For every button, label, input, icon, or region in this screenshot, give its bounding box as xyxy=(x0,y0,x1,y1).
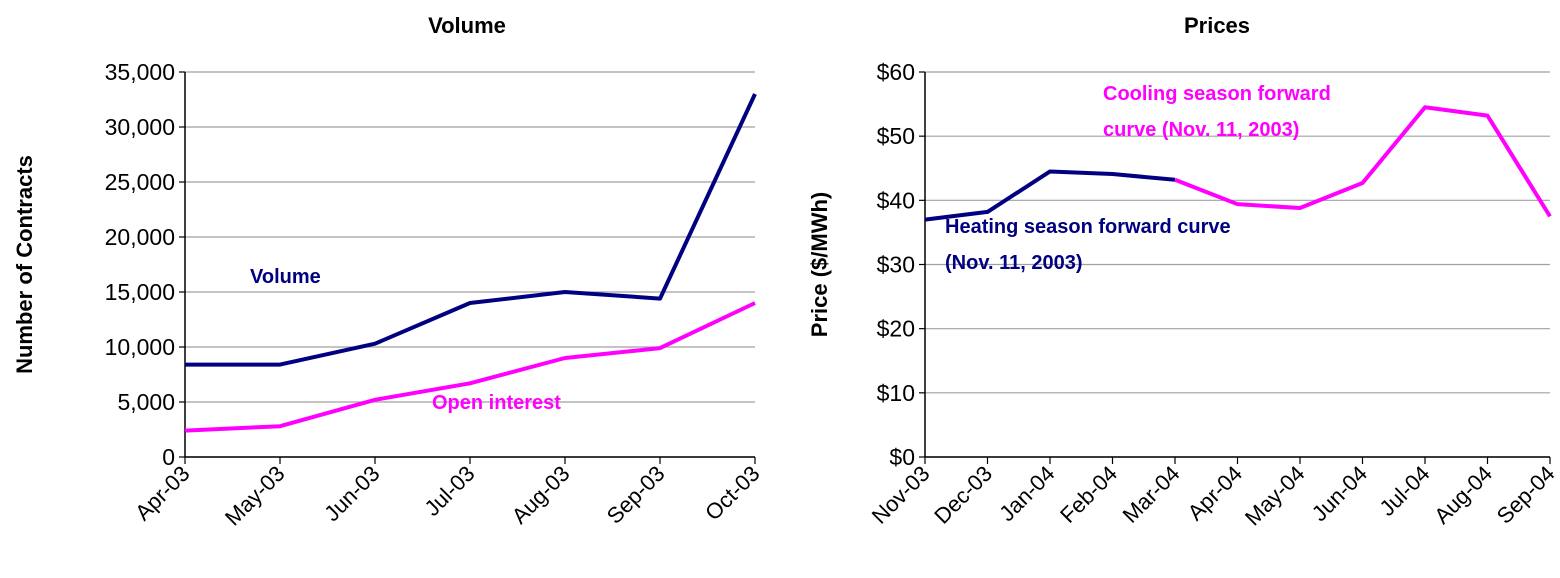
x-tick-label: Jul-04 xyxy=(1374,461,1434,521)
y-tick-label: $0 xyxy=(889,444,915,470)
series-label: curve (Nov. 11, 2003) xyxy=(1103,119,1299,141)
series-line xyxy=(185,93,757,367)
x-tick-label: Jul-03 xyxy=(419,461,479,521)
y-tick-label: $40 xyxy=(877,187,915,213)
x-tick-label: Dec-03 xyxy=(929,461,997,529)
y-tick-label: 0 xyxy=(162,444,175,470)
series-line xyxy=(1174,105,1552,218)
x-tick-label: Aug-04 xyxy=(1429,461,1497,529)
y-tick-label: 25,000 xyxy=(105,169,175,195)
series-label: Volume xyxy=(250,266,321,288)
y-tick-label: $50 xyxy=(877,123,915,149)
x-tick-label: Jun-04 xyxy=(1307,461,1372,526)
x-tick-label: May-03 xyxy=(220,461,290,531)
x-tick-label: Sep-04 xyxy=(1492,461,1560,529)
chart-title: Volume xyxy=(428,13,506,38)
x-tick-label: Apr-04 xyxy=(1183,461,1247,525)
series-label: Heating season forward curve xyxy=(945,216,1231,238)
x-tick-label: Feb-04 xyxy=(1055,461,1122,528)
y-tick-label: 10,000 xyxy=(105,334,175,360)
x-tick-label: Mar-04 xyxy=(1118,461,1185,528)
y-tick-label: 20,000 xyxy=(105,224,175,250)
x-tick-label: May-04 xyxy=(1240,461,1310,531)
x-tick-label: Aug-03 xyxy=(507,461,575,529)
chart-title: Prices xyxy=(1184,13,1250,38)
series-label: Open interest xyxy=(432,392,561,414)
y-tick-label: $60 xyxy=(877,59,915,85)
x-tick-label: Nov-03 xyxy=(867,461,935,529)
y-tick-label: 30,000 xyxy=(105,114,175,140)
series-label: Cooling season forward xyxy=(1103,83,1331,105)
y-tick-label: $30 xyxy=(877,252,915,278)
y-tick-label: 5,000 xyxy=(117,389,175,415)
y-axis-title: Price ($/MWh) xyxy=(807,192,832,337)
series-label: (Nov. 11, 2003) xyxy=(945,252,1082,274)
x-tick-label: Jun-03 xyxy=(319,461,384,526)
y-axis-title: Number of Contracts xyxy=(12,155,37,374)
series-line xyxy=(184,301,756,433)
x-tick-label: Jan-04 xyxy=(994,461,1059,526)
y-tick-label: $20 xyxy=(877,316,915,342)
y-tick-label: $10 xyxy=(877,380,915,406)
y-tick-label: 35,000 xyxy=(105,59,175,85)
x-tick-label: Sep-03 xyxy=(602,461,670,529)
series-line xyxy=(924,169,1176,222)
y-tick-label: 15,000 xyxy=(105,279,175,305)
x-tick-label: Oct-03 xyxy=(700,461,764,525)
x-tick-label: Apr-03 xyxy=(130,461,194,525)
